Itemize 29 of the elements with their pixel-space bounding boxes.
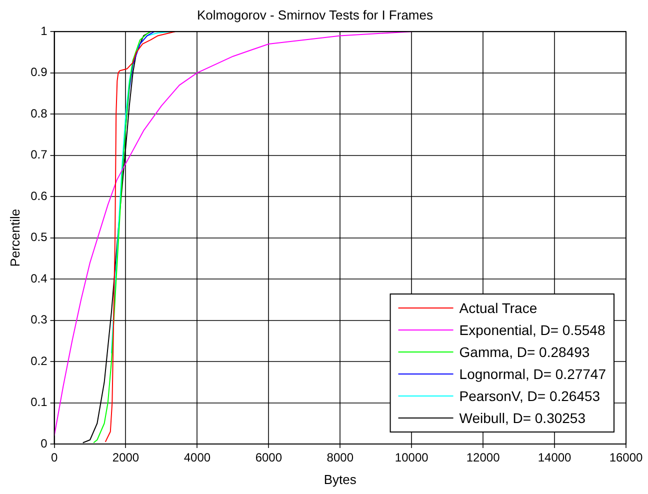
y-tick-label: 0.5 [30, 230, 48, 244]
legend-label: Weibull, D= 0.30253 [459, 410, 586, 426]
legend-label: Exponential, D= 0.5548 [459, 322, 606, 338]
legend-label: PearsonV, D= 0.26453 [459, 388, 600, 404]
y-tick-label: 0.9 [30, 65, 48, 80]
legend-label: Lognormal, D= 0.27747 [459, 366, 606, 382]
y-tick-label: 0.7 [30, 148, 48, 162]
x-tick-label: 12000 [466, 450, 500, 465]
x-tick-label: 6000 [255, 450, 282, 465]
y-tick-label: 0.4 [30, 271, 48, 286]
legend-label: Actual Trace [459, 300, 538, 316]
y-tick-label: 0.6 [30, 188, 48, 203]
legend-label: Gamma, D= 0.28493 [459, 344, 590, 360]
x-tick-label: 10000 [394, 450, 429, 465]
y-tick-label: 0 [40, 436, 48, 450]
y-tick-label: 0.8 [30, 106, 48, 120]
x-tick-label: 0 [50, 450, 58, 465]
y-tick-label: 0.2 [30, 354, 48, 368]
y-tick-label: 0.3 [30, 312, 48, 327]
x-tick-label: 14000 [538, 450, 572, 465]
x-tick-label: 4000 [184, 450, 211, 465]
x-axis-title: Bytes [324, 472, 357, 487]
x-tick-label: 8000 [326, 450, 354, 465]
y-tick-label: 0.1 [30, 395, 48, 410]
chart-title: Kolmogorov - Smirnov Tests for I Frames [197, 7, 434, 22]
y-tick-label: 1 [40, 24, 48, 38]
y-axis-title: Percentile [7, 208, 22, 267]
x-tick-label: 16000 [609, 450, 644, 465]
x-tick-label: 2000 [112, 450, 140, 465]
